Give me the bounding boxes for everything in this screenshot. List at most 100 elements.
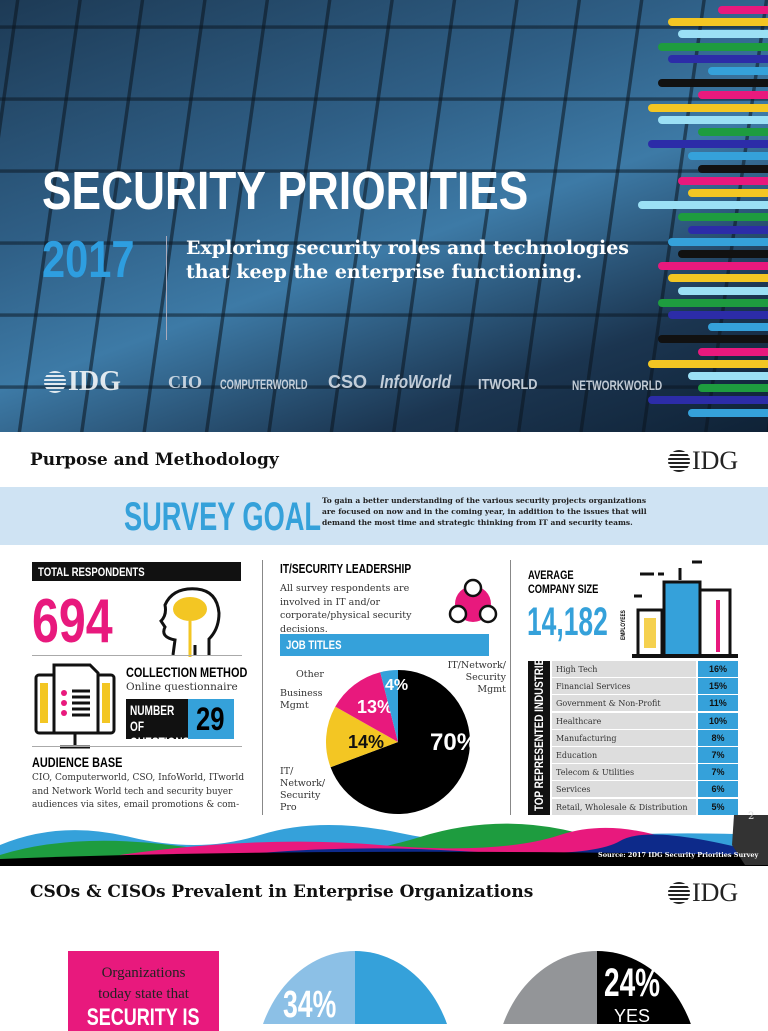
idg-logo: IDG: [668, 446, 738, 476]
industry-name: Healthcare: [552, 712, 696, 729]
total-respondents-value: 694: [32, 587, 113, 656]
section-title: Purpose and Methodology: [30, 450, 279, 470]
stripe: [708, 67, 768, 75]
industry-pct: 8%: [698, 729, 738, 746]
stripe: [718, 6, 768, 14]
stripe: [658, 115, 768, 124]
stripe: [688, 189, 768, 197]
hero-title: SECURITY PRIORITIES: [42, 161, 529, 221]
industry-row: Retail, Wholesale & Distribution 5%: [552, 798, 738, 815]
section-title: CSOs & CISOs Prevalent in Enterprise Org…: [30, 882, 534, 902]
logo-idg: IDG: [44, 366, 121, 398]
stripe: [678, 286, 768, 295]
industry-name: Manufacturing: [552, 729, 696, 746]
stripe: [648, 359, 768, 368]
logo-infoworld: InfoWorld: [380, 372, 452, 392]
industry-pct: 5%: [698, 798, 738, 815]
industries-label-box: TOP REPRESENTED INDUSTRIES: [528, 652, 550, 815]
stripe: [658, 298, 768, 307]
industry-pct: 7%: [698, 764, 738, 781]
buildings-icon: [632, 560, 738, 658]
pie-slice: [380, 670, 398, 742]
logo-computerworld: COMPUTERWORLD: [220, 376, 308, 392]
collection-method-value: Online questionnaire: [126, 681, 238, 693]
logo-cio: CIO: [168, 372, 203, 392]
logo-cso: CSO: [328, 372, 368, 392]
stripe: [678, 250, 768, 258]
stripe: [668, 311, 768, 319]
pie-pct-label: 14%: [348, 732, 384, 752]
industry-row: High Tech 16%: [552, 661, 738, 677]
industry-row: Services 6%: [552, 781, 738, 798]
pie-slice-34: [263, 951, 355, 1024]
hero-year: 2017: [42, 231, 135, 289]
stripe: [688, 408, 768, 417]
ciso-pie-chart: [503, 951, 691, 1024]
industry-name: Telecom & Utilities: [552, 764, 696, 781]
pie-label-it-mgmt: IT/Network/ Security Mgmt: [447, 660, 506, 695]
company-size-unit: EMPLOYEES: [621, 610, 627, 640]
industry-name: Government & Non-Profit: [552, 695, 696, 712]
industry-name: Retail, Wholesale & Distribution: [552, 798, 696, 815]
idg-logo: IDG: [668, 878, 738, 908]
questions-value-box: 29: [188, 699, 234, 739]
survey-goal-label: SURVEY GOAL: [124, 495, 322, 539]
stripe: [648, 396, 768, 405]
stripe: [658, 335, 768, 344]
stripe: [668, 274, 768, 283]
stripe: [648, 140, 768, 149]
head-idea-icon: [159, 587, 221, 657]
industry-row: Healthcare 10%: [552, 712, 738, 729]
stripe: [668, 54, 768, 63]
stripe: [658, 262, 768, 271]
stripe: [708, 323, 768, 332]
stripe: [668, 237, 768, 246]
survey-goal-band: SURVEY GOAL To gain a better understandi…: [0, 487, 768, 545]
pie-slice: [335, 672, 398, 742]
industry-name: Financial Services: [552, 678, 696, 695]
pie-pct-label: 4%: [385, 677, 408, 694]
stripe: [698, 91, 768, 100]
source-note: Source: 2017 IDG Security Priorities Sur…: [598, 851, 759, 859]
industry-name: Education: [552, 747, 696, 763]
industry-pct: 15%: [698, 678, 738, 695]
stripe: [638, 201, 768, 210]
pie-slice-66: [355, 951, 447, 1024]
hero-subtitle: Exploring security roles and technologie…: [186, 237, 629, 283]
industry-pct: 16%: [698, 661, 738, 677]
callout-box: Organizations today state that SECURITY …: [68, 951, 219, 1031]
industry-row: Government & Non-Profit 11%: [552, 695, 738, 712]
stripe: [698, 164, 768, 173]
logo-itworld: ITWORLD: [478, 376, 538, 393]
company-size-label: AVERAGE COMPANY SIZE: [528, 568, 599, 596]
pie-slice-24: [597, 951, 691, 1024]
industry-row: Telecom & Utilities 7%: [552, 764, 738, 781]
hero-banner: SECURITY PRIORITIES 2017 Exploring secur…: [0, 0, 768, 432]
industry-row: Education 7%: [552, 747, 738, 763]
stripe: [688, 225, 768, 234]
pie-pct-label: 70%: [430, 729, 478, 756]
footer-wave-decoration: [0, 815, 768, 866]
divider: [32, 746, 242, 747]
stripe: [678, 176, 768, 185]
industry-name: Services: [552, 781, 696, 798]
divider: [166, 236, 167, 340]
stripe: [698, 128, 768, 136]
stripe: [658, 79, 768, 88]
industry-name: High Tech: [552, 661, 696, 677]
pie2-pct: 24%: [604, 961, 661, 1005]
stripe: [698, 347, 768, 356]
pie-label-it-pro: IT/ Network/ Security Pro: [280, 766, 326, 813]
job-titles-pie-chart: 70% 14% 13% 4%: [326, 670, 478, 814]
audience-base-text: CIO, Computerworld, CSO, InfoWorld, ITwo…: [32, 773, 245, 810]
pie1-pct: 34%: [283, 984, 337, 1026]
company-size-value: 14,182: [527, 600, 608, 644]
pie-pct-label: 13%: [357, 697, 393, 717]
questions-label-box: NUMBER OF QUESTIONS: [126, 699, 188, 739]
stripe: [678, 30, 768, 39]
stripe: [678, 213, 768, 222]
industry-pct: 10%: [698, 712, 738, 729]
stripe: [688, 152, 768, 161]
audience-base-label: AUDIENCE BASE: [32, 754, 123, 770]
total-respondents-label: TOTAL RESPONDENTS: [32, 562, 241, 581]
